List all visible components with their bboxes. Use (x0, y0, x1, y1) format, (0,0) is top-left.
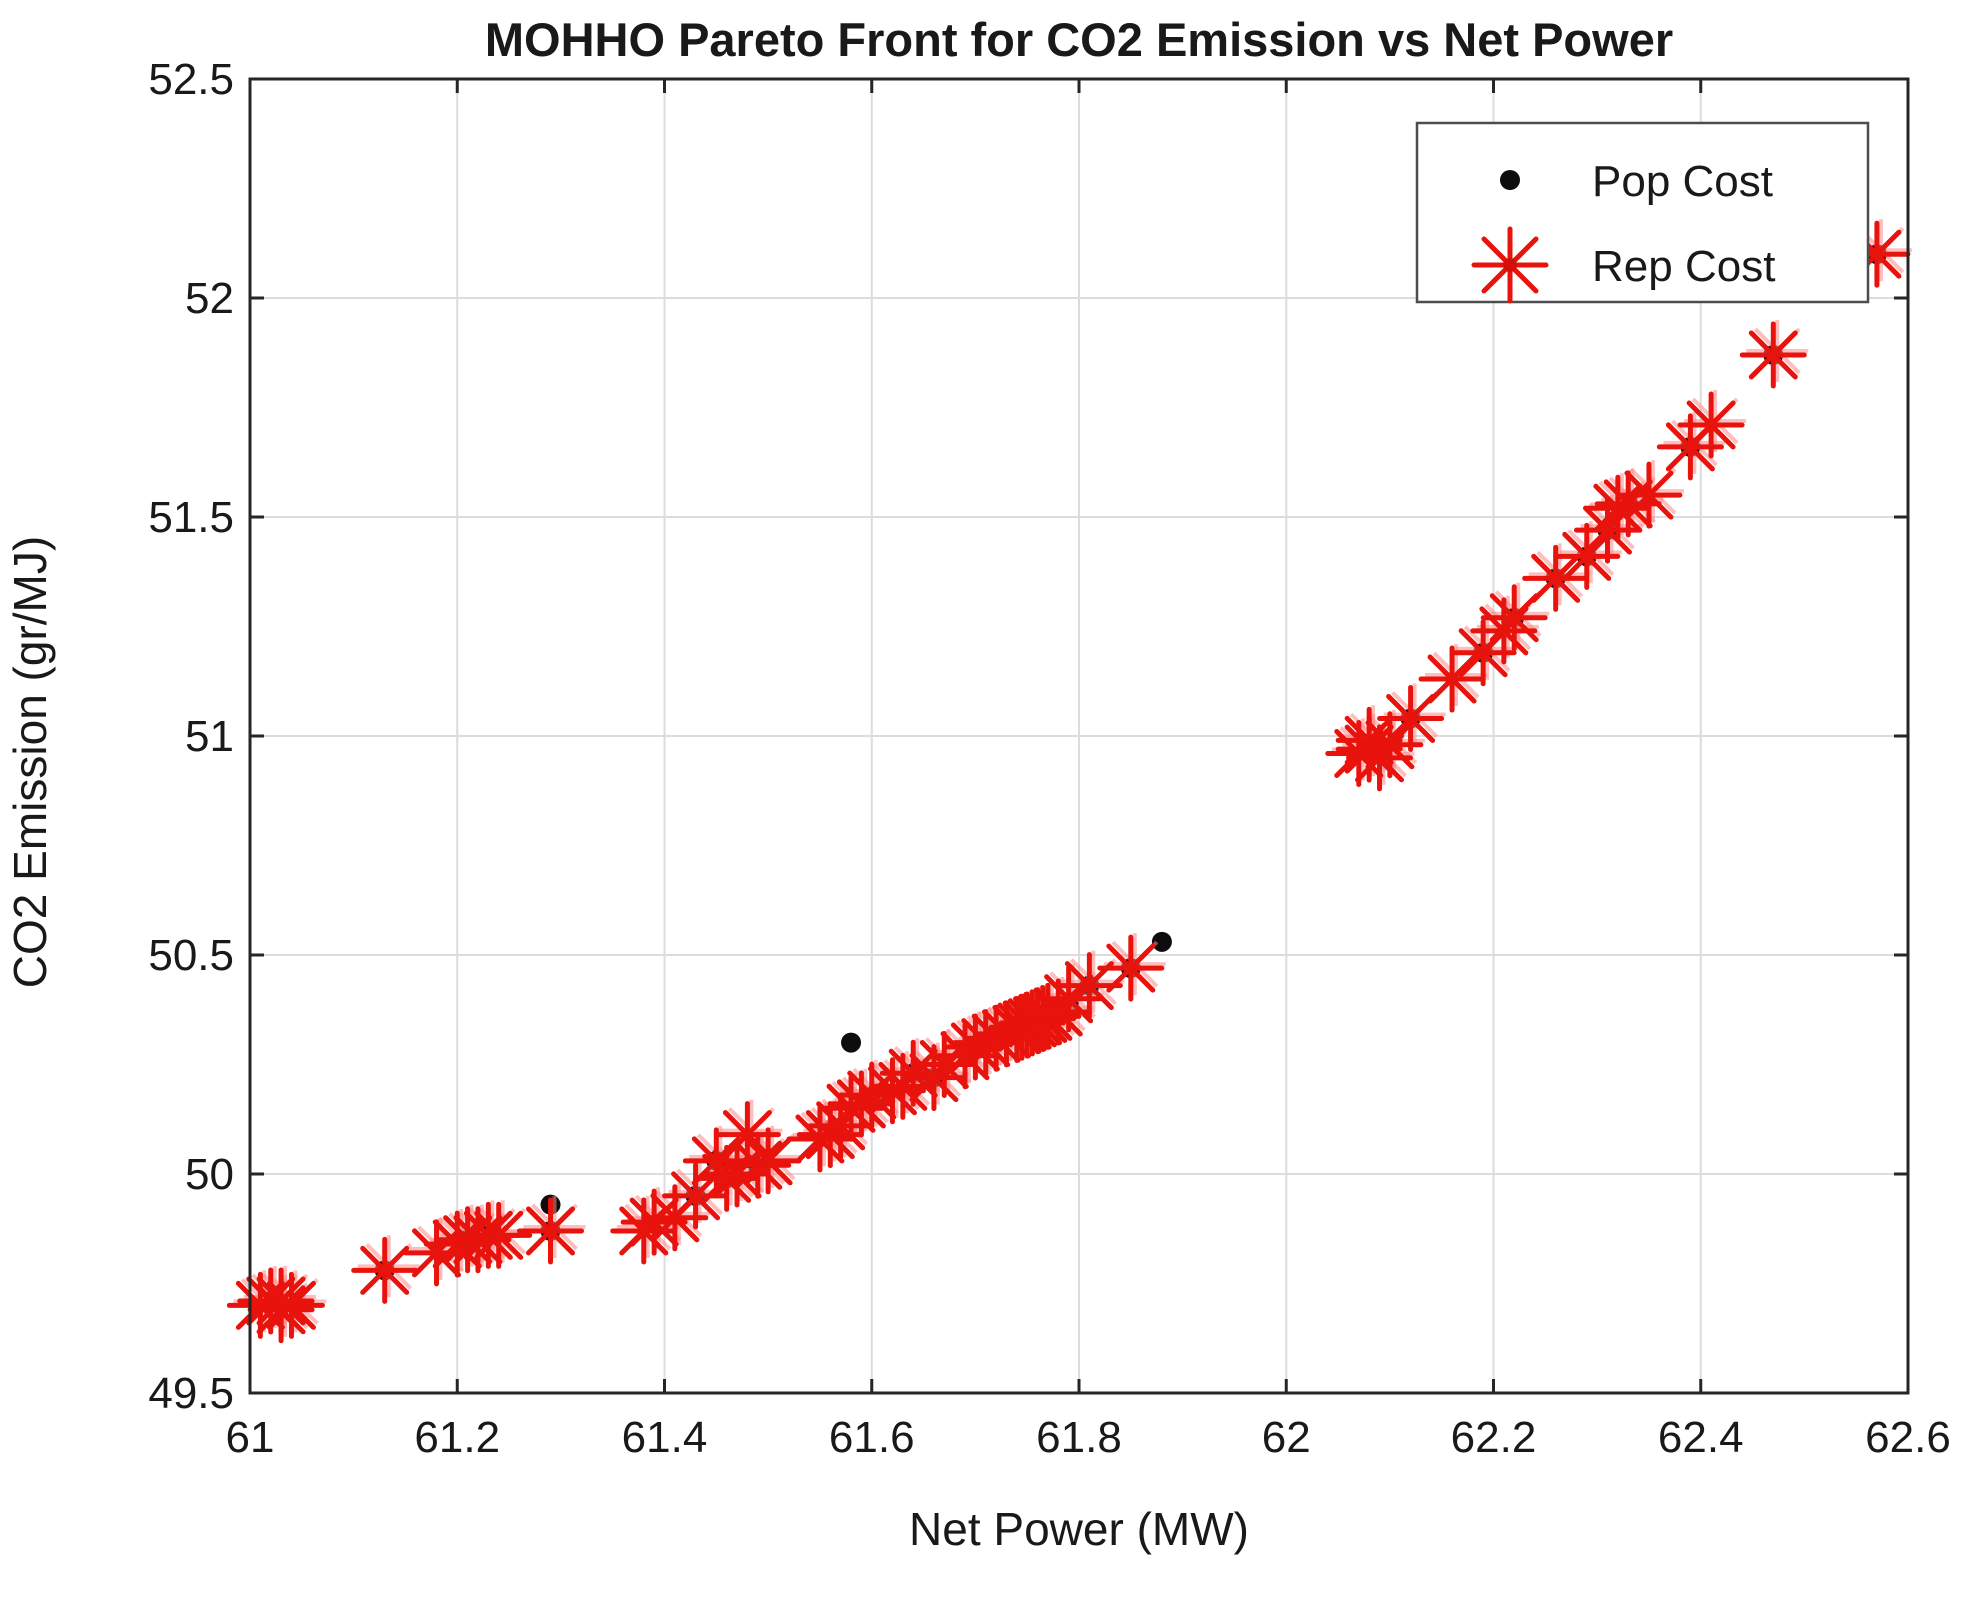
rep-cost-point (1097, 934, 1165, 1002)
x-tick-label: 61.8 (1036, 1413, 1122, 1462)
y-tick-label: 52 (185, 274, 234, 323)
y-tick-label: 51.5 (148, 493, 234, 542)
x-tick-label: 62.2 (1451, 1413, 1537, 1462)
x-tick-label: 61.4 (622, 1413, 708, 1462)
legend: Pop Cost Rep Cost (1415, 121, 1870, 304)
rep-cost-point (247, 1267, 315, 1335)
chart-title: MOHHO Pareto Front for CO2 Emission vs N… (485, 13, 1673, 66)
rep-cost-point (838, 1061, 906, 1129)
y-tick-label: 50 (185, 1150, 234, 1199)
legend-pop-label: Pop Cost (1592, 157, 1773, 206)
x-tick-label: 62.6 (1865, 1413, 1951, 1462)
pop-cost-point (841, 1032, 862, 1053)
y-tick-label: 52.5 (148, 55, 234, 104)
rep-cost-point (734, 1127, 802, 1195)
rep-cost-point (465, 1201, 533, 1269)
y-axis-label: CO2 Emission (gr/MJ) (4, 536, 56, 988)
x-tick-label: 61 (226, 1413, 275, 1462)
axis-layer (248, 77, 1910, 1395)
rep-cost-point (1677, 391, 1745, 459)
x-axis-label: Net Power (MW) (909, 1503, 1249, 1555)
rep-cost-point (1739, 321, 1807, 389)
rep-cost-point (786, 1105, 854, 1173)
rep-cost-point (1377, 684, 1445, 752)
legend-box (1415, 121, 1870, 304)
pop-cost-point (1151, 931, 1172, 952)
rep-cost-point (1615, 461, 1683, 529)
x-tick-label: 61.6 (829, 1413, 915, 1462)
legend-rep-cost-icon (1471, 226, 1549, 304)
rep-cost-point (351, 1236, 419, 1304)
y-tick-label: 51 (185, 712, 234, 761)
y-tick-label: 50.5 (148, 931, 234, 980)
y-tick-label: 49.5 (148, 1369, 234, 1418)
rep-cost-point (1418, 645, 1486, 713)
rep-cost-point (724, 1131, 792, 1199)
tick-label-layer: 61 61.2 61.4 61.6 61.8 62 62.2 62.4 62.6 49.5 50 50… (148, 55, 1950, 1462)
x-tick-label: 61.2 (414, 1413, 500, 1462)
rep-cost-point (257, 1271, 325, 1339)
marker-layer (226, 219, 1912, 1344)
rep-cost-point (517, 1197, 585, 1265)
x-tick-label: 62 (1262, 1413, 1311, 1462)
x-tick-label: 62.4 (1658, 1413, 1744, 1462)
rep-cost-point (1480, 584, 1548, 652)
legend-pop-cost-icon (1500, 170, 1520, 190)
legend-rep-label: Rep Cost (1592, 242, 1775, 291)
